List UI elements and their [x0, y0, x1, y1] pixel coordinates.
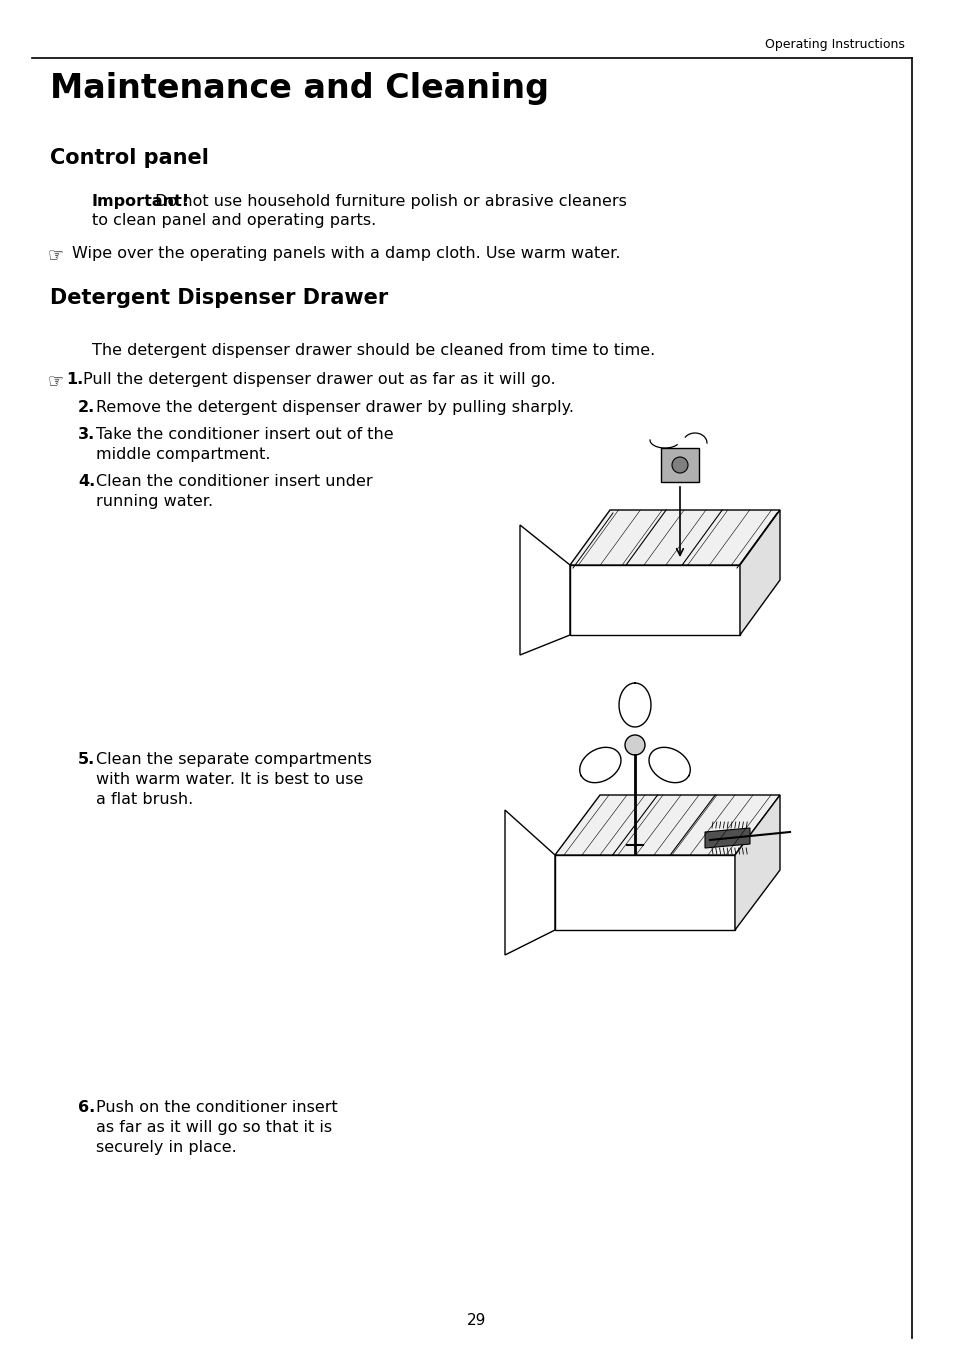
Text: 1.: 1.	[66, 372, 83, 387]
Text: Push on the conditioner insert: Push on the conditioner insert	[96, 1101, 337, 1115]
Circle shape	[671, 457, 687, 473]
Text: ☞: ☞	[47, 246, 63, 264]
Text: securely in place.: securely in place.	[96, 1140, 236, 1155]
Text: 2.: 2.	[78, 400, 95, 415]
Text: Clean the separate compartments: Clean the separate compartments	[96, 752, 372, 767]
Text: Wipe over the operating panels with a damp cloth. Use warm water.: Wipe over the operating panels with a da…	[71, 246, 619, 261]
Text: with warm water. It is best to use: with warm water. It is best to use	[96, 772, 363, 787]
Polygon shape	[555, 795, 780, 854]
Polygon shape	[569, 510, 780, 565]
Text: Operating Instructions: Operating Instructions	[764, 38, 904, 51]
Circle shape	[624, 735, 644, 754]
Text: 29: 29	[467, 1313, 486, 1328]
Text: as far as it will go so that it is: as far as it will go so that it is	[96, 1119, 332, 1134]
Text: 4.: 4.	[78, 475, 95, 489]
Text: Do not use household furniture polish or abrasive cleaners: Do not use household furniture polish or…	[150, 193, 626, 210]
Text: a flat brush.: a flat brush.	[96, 792, 193, 807]
Text: The detergent dispenser drawer should be cleaned from time to time.: The detergent dispenser drawer should be…	[91, 343, 655, 358]
Text: Take the conditioner insert out of the: Take the conditioner insert out of the	[96, 427, 394, 442]
Polygon shape	[704, 827, 749, 848]
Polygon shape	[660, 448, 699, 483]
Text: middle compartment.: middle compartment.	[96, 448, 271, 462]
Text: to clean panel and operating parts.: to clean panel and operating parts.	[91, 214, 375, 228]
Polygon shape	[734, 795, 780, 930]
Text: Maintenance and Cleaning: Maintenance and Cleaning	[50, 72, 548, 105]
Text: Detergent Dispenser Drawer: Detergent Dispenser Drawer	[50, 288, 388, 308]
Text: 5.: 5.	[78, 752, 95, 767]
Text: Remove the detergent dispenser drawer by pulling sharply.: Remove the detergent dispenser drawer by…	[96, 400, 574, 415]
Text: running water.: running water.	[96, 493, 213, 508]
Polygon shape	[740, 510, 780, 635]
Text: Clean the conditioner insert under: Clean the conditioner insert under	[96, 475, 373, 489]
Text: Important!: Important!	[91, 193, 190, 210]
Text: ☞: ☞	[47, 372, 63, 389]
Text: Pull the detergent dispenser drawer out as far as it will go.: Pull the detergent dispenser drawer out …	[83, 372, 555, 387]
Text: 3.: 3.	[78, 427, 95, 442]
Text: Control panel: Control panel	[50, 147, 209, 168]
Text: 6.: 6.	[78, 1101, 95, 1115]
